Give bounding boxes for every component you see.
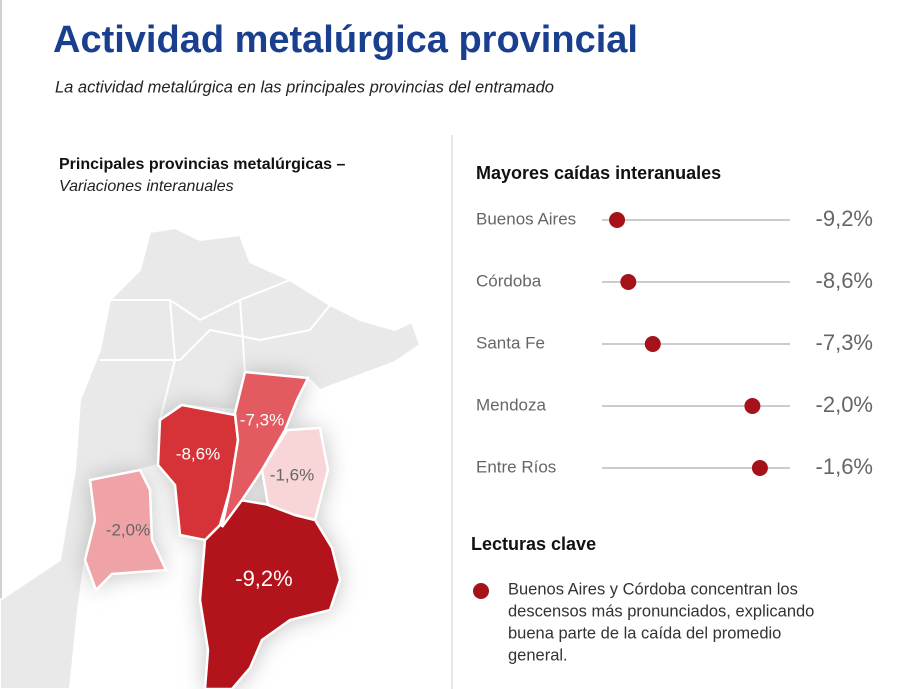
chart-title: Mayores caídas interanuales [476,163,721,183]
key-line: buena parte de la caída del promedio [508,624,781,642]
dot [620,274,637,290]
value-label: -7,3% [816,330,873,355]
map-subtitle: Variaciones interanuales [59,178,234,195]
category-label: Entre Ríos [476,457,556,476]
page-title: Actividad metalúrgica provincial [53,19,638,61]
province-label: -2,0% [106,520,150,539]
key-text: Buenos Aires y Córdoba concentran los des… [508,580,814,664]
category-label: Córdoba [476,271,542,290]
dot [744,398,761,414]
value-label: -1,6% [816,454,873,479]
key-line: descensos más pronunciados, explicando [508,602,814,620]
province [198,498,342,689]
province-map: -9,2% -8,6% -7,3% -2,0% -1,6% [83,370,342,689]
province [156,403,240,542]
dot [751,460,768,476]
bullet [473,583,489,599]
left-edge [0,0,2,689]
map-title: Principales provincias metalúrgicas – [59,156,345,173]
value-label: -9,2% [816,206,873,231]
key-line: general. [508,646,568,664]
province-label: -7,3% [240,410,284,429]
border [159,299,177,421]
dot-plot: Buenos Aires -9,2% Córdoba -8,6% Santa Fe -7,… [476,206,873,479]
category-label: Buenos Aires [476,209,576,228]
province [260,426,330,522]
page-subtitle: La actividad metalúrgica en las principa… [55,78,554,96]
province [83,468,168,593]
border [110,279,291,322]
category-label: Mendoza [476,395,546,414]
dot [644,336,661,352]
province [220,370,310,528]
border [239,299,246,373]
province-label: -8,6% [176,444,220,463]
key-title: Lecturas clave [471,534,596,554]
value-label: -2,0% [816,392,873,417]
border [100,304,331,361]
value-label: -8,6% [816,268,873,293]
dot [609,212,626,228]
key-line: Buenos Aires y Córdoba concentran los [508,580,798,598]
category-label: Santa Fe [476,333,545,352]
province-label: -1,6% [270,465,314,484]
province-label: -9,2% [235,566,292,591]
